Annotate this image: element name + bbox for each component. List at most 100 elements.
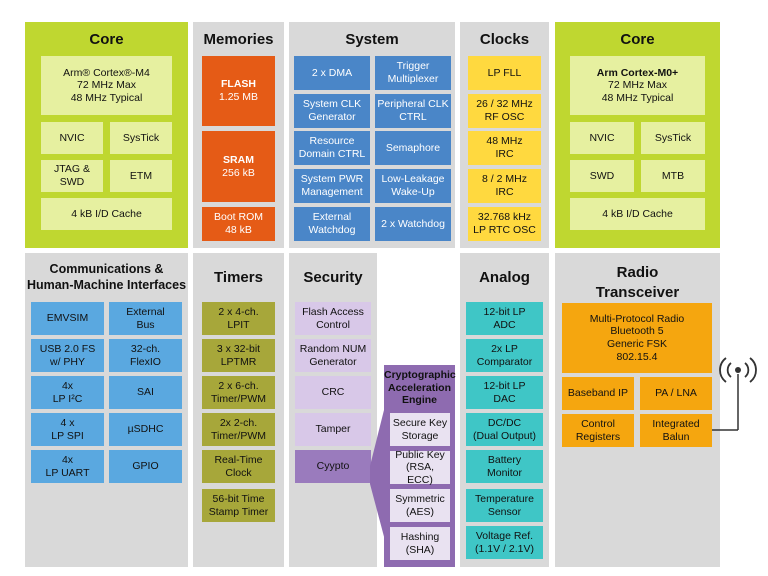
core-m4-freq-typ: 48 MHz Typical xyxy=(70,91,143,104)
flash-label: FLASH xyxy=(221,78,256,91)
core-m4-systick: SysTick xyxy=(110,122,172,154)
analog-voltage-ref: Voltage Ref. (1.1V / 2.1V) xyxy=(466,526,543,559)
flash-size: 1.25 MB xyxy=(218,91,259,103)
radio-control-registers: Control Registers xyxy=(562,414,634,447)
system-trigger-mux: Trigger Multiplexer xyxy=(375,56,451,90)
crypto-symmetric: Symmetric (AES) xyxy=(390,489,450,522)
clock-lp-fll: LP FLL xyxy=(468,56,541,90)
comm-lpuart: 4x LP UART xyxy=(31,450,104,483)
memory-bootrom: Boot ROM 48 kB xyxy=(202,207,275,241)
system-pwr-mgmt: System PWR Management xyxy=(294,169,370,203)
core-m0-swd: SWD xyxy=(570,160,634,192)
security-crc: CRC xyxy=(295,376,371,409)
sram-size: 256 kB xyxy=(222,166,255,179)
analog-adc: 12-bit LP ADC xyxy=(466,302,543,335)
comms-panel: Communications & Human-Machine Interface… xyxy=(25,253,188,567)
core-m4-cache: 4 kB I/D Cache xyxy=(41,198,172,230)
timer-lptmr: 3 x 32-bit LPTMR xyxy=(202,339,275,372)
analog-panel: Analog 12-bit LP ADC 2x LP Comparator 12… xyxy=(460,253,549,567)
clock-48mhz-irc: 48 MHz IRC xyxy=(468,131,541,165)
system-resource-domain: Resource Domain CTRL xyxy=(294,131,370,165)
timer-lpit: 2 x 4-ch. LPIT xyxy=(202,302,275,335)
radio-baseband: Baseband IP xyxy=(562,377,634,410)
timers-title: Timers xyxy=(214,269,263,286)
security-crypto: Cyypto xyxy=(295,450,371,483)
timer-rtc: Real-Time Clock xyxy=(202,450,275,483)
crypto-engine-panel: Cryptographic Acceleration Engine Secure… xyxy=(384,365,456,567)
timer-2ch-pwm: 2x 2-ch. Timer/PWM xyxy=(202,413,275,446)
crypto-hashing: Hashing (SHA) xyxy=(390,527,450,560)
timers-panel: Timers 2 x 4-ch. LPIT 3 x 32-bit LPTMR 2… xyxy=(193,253,284,567)
core-m0-systick: SysTick xyxy=(641,122,705,154)
core-m0-title: Core xyxy=(620,31,655,48)
crypto-title: Cryptographic Acceleration Engine xyxy=(384,369,456,407)
core-m4-freq-max: 72 MHz Max xyxy=(77,79,136,92)
analog-dac: 12-bit LP DAC xyxy=(466,376,543,409)
core-m0-mtb: MTB xyxy=(641,160,705,192)
core-m4-panel: Core Arm® Cortex®-M4 72 MHz Max 48 MHz T… xyxy=(25,22,188,248)
system-watchdog: 2 x Watchdog xyxy=(375,207,451,241)
core-m4-nvic: NVIC xyxy=(41,122,103,154)
clock-rf-osc: 26 / 32 MHz RF OSC xyxy=(468,94,541,128)
core-m0-cpu: Arm Cortex-M0+ 72 MHz Max 48 MHz Typical xyxy=(570,56,705,115)
core-m0-panel: Core Arm Cortex-M0+ 72 MHz Max 48 MHz Ty… xyxy=(555,22,720,248)
sram-label: SRAM xyxy=(223,153,254,166)
system-ext-watchdog: External Watchdog xyxy=(294,207,370,241)
comm-usdhc: µSDHC xyxy=(109,413,182,446)
crypto-key-storage: Secure Key Storage xyxy=(390,413,450,446)
antenna-icon xyxy=(712,357,757,431)
comm-lpspi: 4 x LP SPI xyxy=(31,413,104,446)
clocks-panel: Clocks LP FLL 26 / 32 MHz RF OSC 48 MHz … xyxy=(460,22,549,248)
analog-comparator: 2x LP Comparator xyxy=(466,339,543,372)
comm-flexio: 32-ch. FlexIO xyxy=(109,339,182,372)
core-m4-title: Core xyxy=(89,31,124,48)
core-m0-cpu-name: Arm Cortex-M0+ xyxy=(596,66,679,79)
security-panel: Security Flash Access Control Random NUM… xyxy=(289,253,377,567)
memory-sram: SRAM 256 kB xyxy=(202,131,275,202)
comm-sai: SAI xyxy=(109,376,182,409)
timer-timestamp: 56-bit Time Stamp Timer xyxy=(202,489,275,522)
system-semaphore: Semaphore xyxy=(375,131,451,165)
core-m0-freq-max: 72 MHz Max xyxy=(608,79,667,92)
analog-title: Analog xyxy=(479,269,530,286)
system-panel: System 2 x DMA Trigger Multiplexer Syste… xyxy=(289,22,455,248)
analog-dcdc: DC/DC (Dual Output) xyxy=(466,413,543,446)
comm-emvsim: EMVSIM xyxy=(31,302,104,335)
core-m0-cache: 4 kB I/D Cache xyxy=(570,198,705,230)
radio-balun: Integrated Balun xyxy=(640,414,712,447)
system-title: System xyxy=(345,31,399,48)
core-m4-cpu: Arm® Cortex®-M4 72 MHz Max 48 MHz Typica… xyxy=(41,56,172,115)
analog-temp-sensor: Temperature Sensor xyxy=(466,489,543,522)
core-m4-jtag-swd: JTAG & SWD xyxy=(41,160,103,192)
system-wakeup: Low-Leakage Wake-Up xyxy=(375,169,451,203)
timer-6ch-pwm: 2 x 6-ch. Timer/PWM xyxy=(202,376,275,409)
crypto-public-key: Public Key (RSA, ECC) xyxy=(390,449,450,486)
security-tamper: Tamper xyxy=(295,413,371,446)
radio-title: Radio Transceiver xyxy=(595,264,680,301)
radio-panel: Radio Transceiver Multi-Protocol Radio B… xyxy=(555,253,720,567)
system-clk-gen: System CLK Generator xyxy=(294,94,370,128)
comm-usb: USB 2.0 FS w/ PHY xyxy=(31,339,104,372)
radio-multiprotocol: Multi-Protocol Radio Bluetooth 5 Generic… xyxy=(562,303,712,373)
clock-8mhz-irc: 8 / 2 MHz IRC xyxy=(468,169,541,203)
security-flash-access: Flash Access Control xyxy=(295,302,371,335)
core-m4-etm: ETM xyxy=(110,160,172,192)
clock-rtc-osc: 32.768 kHz LP RTC OSC xyxy=(468,207,541,241)
security-title: Security xyxy=(303,269,363,286)
system-periph-clk: Peripheral CLK CTRL xyxy=(375,94,451,128)
radio-pa-lna: PA / LNA xyxy=(640,377,712,410)
system-dma: 2 x DMA xyxy=(294,56,370,90)
comms-title: Communications & Human-Machine Interface… xyxy=(26,262,187,293)
core-m0-nvic: NVIC xyxy=(570,122,634,154)
memory-flash: FLASH 1.25 MB xyxy=(202,56,275,126)
comm-lpi2c: 4x LP I²C xyxy=(31,376,104,409)
comm-gpio: GPIO xyxy=(109,450,182,483)
crypto-connector-shape xyxy=(370,406,387,548)
security-rng: Random NUM Generator xyxy=(295,339,371,372)
memories-title: Memories xyxy=(203,31,274,48)
core-m0-freq-typ: 48 MHz Typical xyxy=(601,91,674,104)
clocks-title: Clocks xyxy=(479,31,530,48)
crypto-connector xyxy=(370,406,387,548)
core-m4-cpu-name: Arm® Cortex®-M4 xyxy=(63,66,150,79)
analog-battery-monitor: Battery Monitor xyxy=(466,450,543,483)
